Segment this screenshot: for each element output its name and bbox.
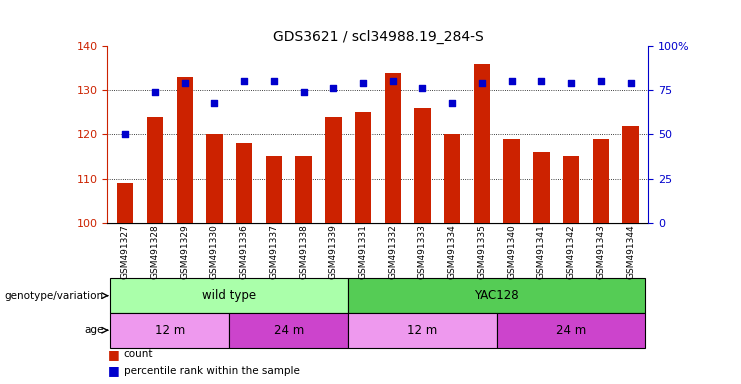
Text: GSM491335: GSM491335 [477,224,486,279]
Bar [348,313,496,348]
Bar [414,108,431,223]
Text: 12 m: 12 m [408,324,438,337]
Text: GSM491332: GSM491332 [388,224,397,279]
Point [625,80,637,86]
Bar [563,157,579,223]
Title: GDS3621 / scl34988.19_284-S: GDS3621 / scl34988.19_284-S [273,30,483,44]
Bar [117,183,133,223]
Bar [147,117,163,223]
Point [149,89,161,95]
Text: genotype/variation: genotype/variation [4,291,104,301]
Bar [110,278,348,313]
Bar [176,77,193,223]
Text: count: count [124,349,153,359]
Bar [496,313,645,348]
Text: wild type: wild type [202,289,256,302]
Text: GSM491328: GSM491328 [150,224,159,279]
Text: GSM491340: GSM491340 [507,224,516,279]
Text: age: age [84,325,104,335]
Text: GSM491337: GSM491337 [270,224,279,279]
Bar [206,134,222,223]
Bar [266,157,282,223]
Text: GSM491338: GSM491338 [299,224,308,279]
Text: GSM491334: GSM491334 [448,224,456,279]
Text: ■: ■ [107,348,119,361]
Text: GSM491329: GSM491329 [180,224,189,279]
Text: percentile rank within the sample: percentile rank within the sample [124,366,299,376]
Text: GSM491330: GSM491330 [210,224,219,279]
Point [179,80,190,86]
Point [119,131,131,137]
Text: GSM491336: GSM491336 [239,224,249,279]
Bar [355,113,371,223]
Point [298,89,310,95]
Point [536,78,548,84]
Point [387,78,399,84]
Point [416,85,428,91]
Bar [236,143,253,223]
Text: GSM491342: GSM491342 [567,224,576,279]
Text: ■: ■ [107,364,119,377]
Point [565,80,577,86]
Text: GSM491333: GSM491333 [418,224,427,279]
Text: GSM491327: GSM491327 [121,224,130,279]
Text: 24 m: 24 m [273,324,304,337]
Point [239,78,250,84]
Text: YAC128: YAC128 [474,289,519,302]
Bar [229,313,348,348]
Bar [534,152,550,223]
Text: GSM491344: GSM491344 [626,224,635,279]
Text: GSM491339: GSM491339 [329,224,338,279]
Point [595,78,607,84]
Text: GSM491343: GSM491343 [597,224,605,279]
Point [505,78,517,84]
Bar [503,139,520,223]
Point [208,99,220,106]
Text: 12 m: 12 m [155,324,185,337]
Bar [473,64,490,223]
Point [268,78,280,84]
Point [476,80,488,86]
Bar [385,73,401,223]
Point [357,80,369,86]
Point [446,99,458,106]
Text: 24 m: 24 m [556,324,586,337]
Bar [348,278,645,313]
Bar [110,313,229,348]
Bar [325,117,342,223]
Point [328,85,339,91]
Bar [296,157,312,223]
Text: GSM491341: GSM491341 [537,224,546,279]
Bar [444,134,460,223]
Bar [593,139,609,223]
Bar [622,126,639,223]
Text: GSM491331: GSM491331 [359,224,368,279]
